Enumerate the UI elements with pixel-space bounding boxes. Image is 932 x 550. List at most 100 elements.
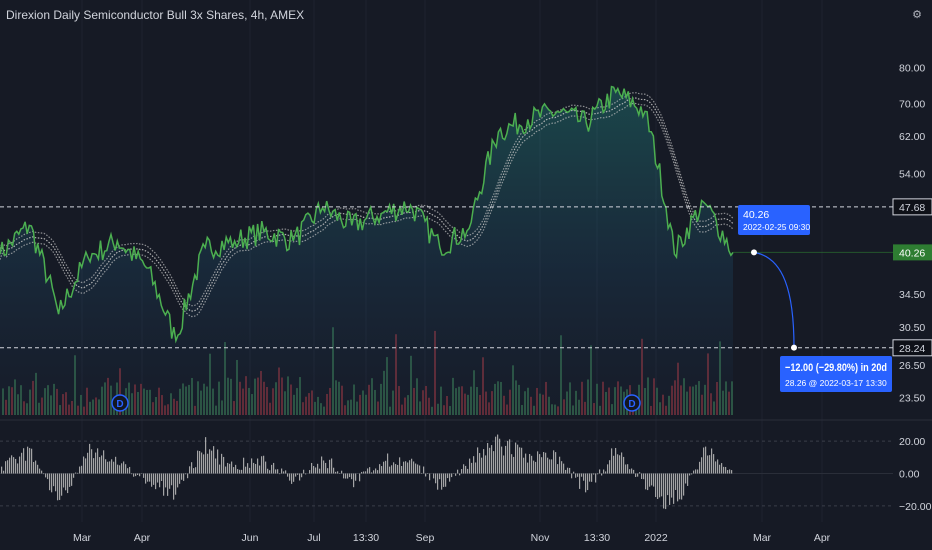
projection-start-point xyxy=(751,249,757,256)
osc-bar xyxy=(145,473,147,484)
osc-bar xyxy=(159,473,161,488)
osc-bar xyxy=(313,465,315,474)
osc-bar xyxy=(439,473,441,480)
osc-bar xyxy=(533,460,535,474)
osc-bar xyxy=(469,458,471,474)
osc-bar xyxy=(485,455,487,474)
time-tick-label: Mar xyxy=(73,532,92,544)
osc-bar xyxy=(573,471,575,474)
osc-bar xyxy=(291,473,293,484)
price-tick-label: 26.50 xyxy=(899,360,925,372)
level-badge xyxy=(892,339,932,357)
osc-bar xyxy=(121,463,123,474)
osc-bar xyxy=(489,447,491,474)
osc-bar xyxy=(13,457,15,474)
osc-bar xyxy=(475,462,477,474)
osc-bar xyxy=(59,473,61,500)
osc-bar xyxy=(315,467,317,474)
osc-bar xyxy=(647,473,649,491)
osc-bar xyxy=(321,456,323,474)
osc-bar xyxy=(579,473,581,489)
osc-bar xyxy=(437,473,439,490)
osc-bar xyxy=(47,473,49,480)
osc-bar xyxy=(333,467,335,474)
osc-bar xyxy=(427,473,429,475)
osc-bar xyxy=(287,473,289,477)
osc-bar xyxy=(415,463,417,474)
osc-bar xyxy=(463,464,465,474)
osc-bar xyxy=(531,455,533,474)
osc-bar xyxy=(561,461,563,474)
osc-bar xyxy=(377,470,379,474)
osc-bar xyxy=(319,468,321,474)
osc-bar xyxy=(675,473,677,490)
osc-bar xyxy=(157,473,159,483)
osc-bar xyxy=(587,473,589,491)
osc-bar xyxy=(39,468,41,474)
osc-bar xyxy=(529,454,531,474)
osc-bar xyxy=(305,473,307,475)
osc-bar xyxy=(671,473,673,498)
osc-bar xyxy=(381,466,383,474)
osc-bar xyxy=(417,464,419,474)
osc-bar xyxy=(483,449,485,474)
osc-bar xyxy=(631,468,633,474)
osc-bar xyxy=(659,473,661,498)
osc-bar xyxy=(499,438,501,474)
osc-bar xyxy=(223,456,225,474)
osc-bar xyxy=(297,473,299,475)
osc-bar xyxy=(367,468,369,474)
osc-bar xyxy=(555,452,557,474)
osc-bar xyxy=(279,473,281,475)
osc-bar xyxy=(697,469,699,474)
osc-bar xyxy=(681,473,683,500)
osc-bar xyxy=(369,467,371,474)
ma-band-line xyxy=(0,102,734,318)
osc-bar xyxy=(49,473,51,491)
osc-bar xyxy=(227,462,229,474)
price-tick-label: 28.24 xyxy=(899,343,925,355)
osc-bar xyxy=(37,464,39,474)
osc-bar xyxy=(525,453,527,474)
osc-bar xyxy=(379,464,381,474)
osc-bar xyxy=(673,473,675,504)
osc-bar xyxy=(185,473,187,475)
osc-bar xyxy=(295,473,297,477)
osc-bar xyxy=(225,466,227,474)
osc-bar xyxy=(447,473,449,479)
osc-bar xyxy=(155,473,157,490)
osc-bar xyxy=(563,463,565,474)
osc-bar xyxy=(97,448,99,474)
osc-bar xyxy=(691,473,693,475)
osc-bar xyxy=(211,450,213,474)
osc-bar xyxy=(513,456,515,474)
osc-bar xyxy=(329,459,331,474)
osc-bar xyxy=(479,453,481,474)
osc-bar xyxy=(243,457,245,474)
osc-bar xyxy=(57,473,59,501)
osc-bar xyxy=(649,473,651,487)
price-tick-label: 23.50 xyxy=(899,392,925,404)
osc-bar xyxy=(353,473,355,488)
price-tick-label: 30.50 xyxy=(899,322,925,334)
price-tick-label: 40.26 xyxy=(899,247,925,259)
osc-bar xyxy=(653,473,655,487)
osc-bar xyxy=(523,457,525,474)
osc-bar xyxy=(19,456,21,474)
osc-bar xyxy=(349,473,351,478)
osc-bar xyxy=(261,456,263,474)
osc-bar xyxy=(127,468,129,474)
osc-bar xyxy=(351,473,353,480)
osc-bar xyxy=(271,464,273,474)
osc-bar xyxy=(327,468,329,474)
osc-bar xyxy=(507,440,509,474)
osc-bar xyxy=(425,473,427,477)
osc-bar xyxy=(725,466,727,474)
gear-icon[interactable]: ⚙ xyxy=(912,9,922,21)
osc-bar xyxy=(189,466,191,474)
osc-bar xyxy=(161,473,163,481)
osc-bar xyxy=(693,470,695,474)
